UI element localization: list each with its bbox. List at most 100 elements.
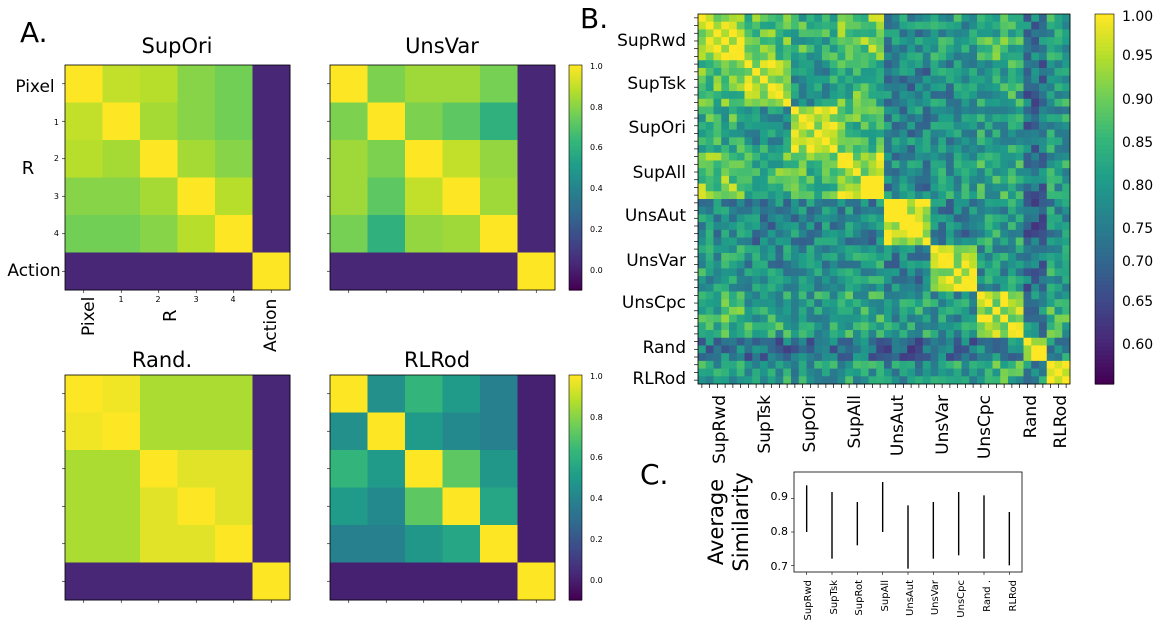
heatmap-rand: Rand.	[62, 348, 291, 603]
cross-cell	[876, 283, 885, 292]
cross-cell	[868, 360, 877, 369]
cross-cell	[953, 353, 962, 362]
cross-cell	[992, 268, 1001, 277]
cross-cell	[736, 291, 745, 300]
cross-cell	[783, 322, 792, 331]
cross-cell	[1054, 299, 1063, 308]
cross-cell	[806, 106, 815, 115]
cross-cell	[760, 260, 769, 269]
cross-cell	[760, 206, 769, 215]
cross-cell	[907, 44, 916, 53]
cross-cell	[744, 98, 753, 107]
colorbar-segment	[1095, 38, 1114, 44]
colorbar-segment	[569, 425, 582, 429]
cross-cell	[837, 353, 846, 362]
cross-cell	[822, 368, 831, 377]
cross-cell	[698, 29, 707, 38]
cross-cell	[791, 91, 800, 100]
cross-cell	[829, 114, 838, 123]
cross-cell	[798, 252, 807, 262]
cross-cell	[946, 322, 955, 331]
cross-cell	[744, 229, 753, 238]
cross-cell	[969, 322, 978, 331]
cross-cell	[868, 252, 877, 262]
cross-cell	[760, 199, 769, 208]
cross-cell	[946, 337, 955, 346]
cross-cell	[876, 67, 885, 77]
colorbar-segment	[569, 242, 582, 246]
rlrod-cell	[330, 562, 368, 601]
cross-cell	[1000, 121, 1009, 131]
cross-cell	[721, 283, 730, 292]
cross-cell	[775, 245, 784, 254]
cross-cell	[922, 268, 931, 277]
cross-cell	[1031, 360, 1040, 369]
cross-cell	[806, 314, 815, 323]
cross-cell	[1054, 214, 1063, 223]
cross-cell	[806, 83, 815, 92]
cross-cell	[946, 114, 955, 123]
cross-cell	[899, 52, 908, 61]
cross-cell	[984, 376, 993, 385]
colorbar-segment	[1095, 223, 1114, 229]
cross-cell	[1015, 168, 1024, 177]
cross-cell	[1062, 145, 1071, 154]
cross-cell	[953, 199, 962, 208]
colorbar-segment	[1095, 22, 1114, 27]
cross-cell	[822, 260, 831, 269]
cross-cell	[1015, 229, 1024, 238]
cross-cell	[752, 83, 761, 92]
cross-cell	[744, 114, 753, 123]
colorbar-top: 1.0 0.8 0.6 0.4 0.2 0.0	[568, 62, 603, 291]
cross-cell	[814, 199, 823, 208]
cross-cell	[1054, 252, 1063, 262]
cross-cell	[705, 44, 714, 53]
cross-cell	[1039, 137, 1048, 146]
cross-cell	[1008, 60, 1017, 69]
cross-cell	[853, 168, 862, 177]
colorbar-segment	[1095, 30, 1114, 36]
cross-cell	[899, 67, 908, 77]
cross-cell	[1031, 60, 1040, 69]
colorbar-segment	[1095, 112, 1114, 118]
cross-cell	[1000, 268, 1009, 277]
cross-cell	[1008, 75, 1017, 84]
cross-cell	[1031, 229, 1040, 238]
cross-cell	[744, 106, 753, 115]
rand-cell	[65, 562, 103, 601]
cross-cell	[915, 353, 924, 362]
cross-cell	[930, 183, 939, 192]
cross-cell	[791, 83, 800, 92]
cross-cell	[1062, 14, 1071, 23]
colorbar-segment	[569, 380, 582, 384]
cross-cell	[1046, 21, 1055, 30]
colorbar-segment	[569, 152, 582, 156]
cross-cell	[876, 330, 885, 339]
colorbar-segment	[569, 512, 582, 516]
cross-cell	[1000, 44, 1009, 53]
rlrod-cell	[517, 525, 556, 563]
cross-cell	[829, 268, 838, 277]
cross-cell	[938, 137, 947, 146]
cross-cell	[938, 67, 947, 77]
cross-cell	[767, 237, 776, 246]
cross-cell	[729, 199, 738, 208]
cross-cell	[884, 353, 893, 362]
cross-cell	[767, 114, 776, 123]
cross-cell	[992, 121, 1001, 131]
cross-cell	[845, 160, 854, 169]
cross-cell	[729, 306, 738, 316]
cross-cell	[752, 91, 761, 100]
cross-cell	[760, 252, 769, 262]
cross-cell	[736, 360, 745, 369]
cross-cell	[977, 114, 986, 123]
cross-cell	[930, 222, 939, 231]
cross-cell	[713, 268, 722, 277]
cross-cell	[752, 37, 761, 46]
colorbar-segment	[569, 445, 582, 449]
cross-cell	[1000, 60, 1009, 69]
cross-cell	[1008, 37, 1017, 46]
cross-cell	[783, 376, 792, 385]
cross-cell	[977, 276, 986, 285]
cross-cell	[930, 160, 939, 169]
